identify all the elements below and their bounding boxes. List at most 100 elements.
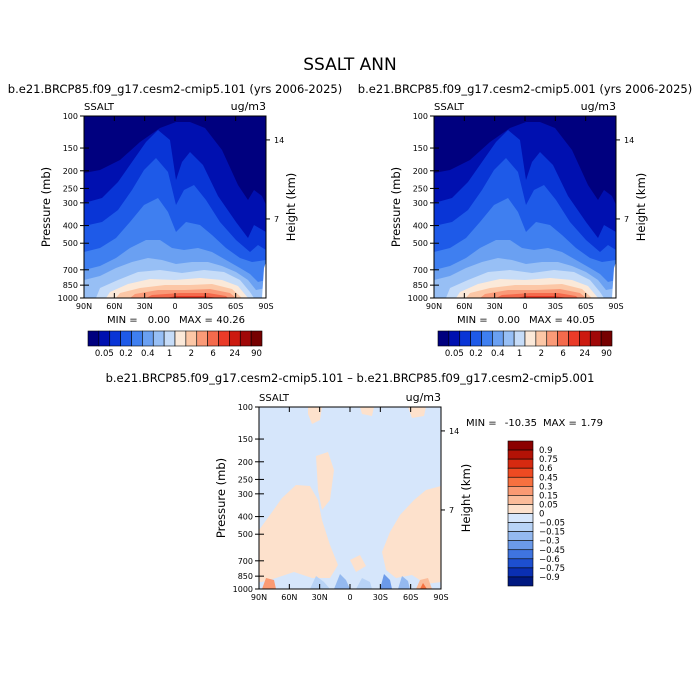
- panel-right-xtick-label: 0: [522, 302, 527, 311]
- panel-diff-xtick-label: 60S: [403, 593, 418, 602]
- panel-left-y2label: Height (km): [284, 173, 298, 242]
- panel-left-ytick-label: 1000: [58, 294, 78, 303]
- panel-left-xtick-label: 60N: [106, 302, 122, 311]
- panel-diff-field: [259, 407, 441, 589]
- panel-right-units: ug/m3: [581, 100, 616, 113]
- panel-diff-ytick-label: 500: [238, 530, 253, 539]
- colorbar-left-swatch: [218, 330, 230, 347]
- colorbar-left-swatch: [87, 330, 100, 347]
- panel-left-xtick-label: 90N: [76, 302, 92, 311]
- colorbar-left-swatch: [239, 330, 252, 347]
- panel-left-xtick-label: 60S: [228, 302, 243, 311]
- panel-right: b.e21.BRCP85.f09_g17.cesm2-cmip5.001 (yr…: [358, 82, 692, 359]
- colorbar-diff-swatch: [507, 558, 534, 569]
- panel-left-y2tick-label: 14: [274, 136, 284, 145]
- panel-diff-y2tick-label: 14: [449, 427, 459, 436]
- colorbar-diff-swatch: [507, 504, 534, 514]
- colorbar-diff-swatch: [507, 495, 534, 505]
- colorbar-diff-label: −0.3: [539, 537, 560, 547]
- panel-diff-max-label: MAX =: [543, 418, 577, 429]
- colorbar-diff-label: −0.05: [539, 519, 565, 529]
- panel-right-ytick-label: 1000: [408, 294, 428, 303]
- colorbar-diff-label: −0.6: [539, 555, 560, 565]
- panel-diff-ytick-label: 1000: [233, 585, 253, 594]
- panel-right-min-value: 0.00: [498, 315, 520, 326]
- panel-right-ytick-label: 150: [413, 144, 428, 153]
- panel-right-min-label: MIN =: [457, 315, 488, 326]
- panel-diff-ytick-label: 150: [238, 435, 253, 444]
- colorbar-diff-label: −0.9: [539, 573, 560, 583]
- panel-diff-ytick-label: 400: [238, 513, 253, 522]
- panel-right-ytick-label: 400: [413, 222, 428, 231]
- colorbar-right-swatch: [448, 330, 461, 347]
- colorbar-diff-swatch: [507, 513, 534, 523]
- panel-diff-ytick-label: 200: [238, 458, 253, 467]
- panel-diff-xtick-label: 0: [347, 593, 352, 602]
- panel-right-ytick-label: 250: [413, 184, 428, 193]
- colorbar-left-swatch: [152, 330, 165, 347]
- panel-left-xtick-label: 90S: [258, 302, 273, 311]
- panel-right-ytick-label: 700: [413, 266, 428, 275]
- colorbar-diff-label: 0.9: [539, 446, 553, 456]
- panel-left-ytick-label: 500: [63, 239, 78, 248]
- colorbar-left-swatch: [131, 330, 143, 347]
- panel-diff-xtick-label: 30S: [373, 593, 388, 602]
- colorbar-right-swatch: [579, 330, 591, 347]
- colorbar-right-label: 0.4: [491, 349, 505, 359]
- colorbar-diff-label: 0: [539, 510, 544, 520]
- panel-right-xtick-label: 90N: [426, 302, 442, 311]
- panel-diff-xtick-label: 90S: [433, 593, 448, 602]
- colorbar-left-label: 24: [229, 349, 240, 359]
- panel-right-title: b.e21.BRCP85.f09_g17.cesm2-cmip5.001 (yr…: [358, 82, 692, 96]
- panel-left-title: b.e21.BRCP85.f09_g17.cesm2-cmip5.101 (yr…: [8, 82, 342, 96]
- colorbar-left-swatch: [185, 330, 198, 347]
- panel-right-max-label: MAX =: [529, 315, 563, 326]
- colorbar-diff-label: −0.75: [539, 564, 565, 574]
- panel-diff-max-value: 1.79: [581, 418, 603, 429]
- panel-diff-ytick-label: 700: [238, 557, 253, 566]
- colorbar-right-label: 1: [517, 349, 522, 359]
- panel-diff-ytick-label: 850: [238, 572, 253, 581]
- panel-right-y2label: Height (km): [634, 173, 648, 242]
- colorbar-diff-label: 0.05: [539, 500, 558, 510]
- panel-left-units: ug/m3: [231, 100, 266, 113]
- panel-diff-ytick-label: 100: [238, 403, 253, 412]
- panel-left-min-value: 0.00: [148, 315, 170, 326]
- colorbar-diff-swatch: [507, 549, 534, 560]
- panel-left-xtick-label: 30S: [198, 302, 213, 311]
- panel-diff: b.e21.BRCP85.f09_g17.cesm2-cmip5.101 – b…: [106, 371, 603, 602]
- colorbar-right-swatch: [481, 330, 493, 347]
- colorbar-left-swatch: [174, 330, 187, 347]
- figure-title: SSALT ANN: [303, 55, 397, 75]
- colorbar-right-swatch: [437, 330, 450, 347]
- panel-diff-title: b.e21.BRCP85.f09_g17.cesm2-cmip5.101 – b…: [106, 371, 595, 385]
- colorbar-left-swatch: [250, 330, 263, 347]
- colorbar-diff-swatch: [507, 522, 534, 532]
- panel-right-max-value: 40.05: [566, 315, 595, 326]
- colorbar-right-label: 0.05: [445, 349, 464, 359]
- panel-left-y2tick-label: 7: [274, 215, 279, 224]
- colorbar-diff-label: 0.45: [539, 473, 558, 483]
- panel-left-xtick-label: 0: [172, 302, 177, 311]
- colorbar-right-swatch: [513, 330, 526, 347]
- colorbar-diff-swatch: [507, 440, 534, 451]
- colorbar-diff-label: 0.3: [539, 482, 553, 492]
- panel-diff-ytick-label: 300: [238, 490, 253, 499]
- panel-right-xtick-label: 30N: [487, 302, 503, 311]
- colorbar-diff-label: 0.15: [539, 491, 558, 501]
- colorbar-diff-label: 0.75: [539, 455, 558, 465]
- panel-diff-y2label: Height (km): [459, 464, 473, 533]
- colorbar-right-label: 90: [601, 349, 612, 359]
- panel-right-xtick-label: 30S: [548, 302, 563, 311]
- colorbar-diff-swatch: [507, 540, 534, 551]
- panel-right-ytick-label: 300: [413, 199, 428, 208]
- colorbar-right-swatch: [546, 330, 558, 347]
- panel-diff-units: ug/m3: [406, 391, 441, 404]
- colorbar-left-label: 1: [167, 349, 172, 359]
- panel-right-ytick-label: 500: [413, 239, 428, 248]
- panel-diff-min-label: MIN =: [466, 418, 497, 429]
- colorbar-right-swatch: [524, 330, 537, 347]
